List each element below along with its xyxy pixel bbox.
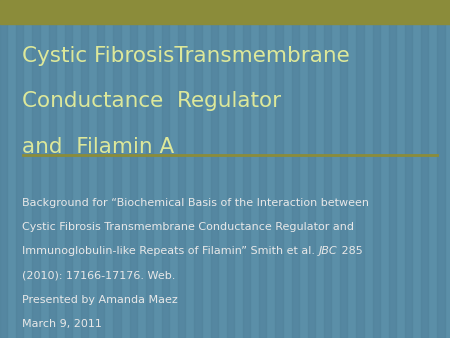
Bar	[194, 0, 202, 338]
Text: Cystic Fibrosis Transmembrane Conductance Regulator and: Cystic Fibrosis Transmembrane Conductanc…	[22, 222, 355, 232]
Bar	[211, 0, 218, 338]
Bar	[292, 0, 299, 338]
Bar	[324, 0, 331, 338]
Text: JBC: JBC	[319, 246, 338, 257]
Bar	[97, 0, 104, 338]
Bar	[130, 0, 137, 338]
Bar	[275, 0, 283, 338]
Bar	[0, 0, 450, 24]
Text: Cystic FibrosisTransmembrane: Cystic FibrosisTransmembrane	[22, 46, 350, 66]
Bar	[308, 0, 315, 338]
Bar	[356, 0, 364, 338]
Bar	[81, 0, 88, 338]
Bar	[146, 0, 153, 338]
Bar	[65, 0, 72, 338]
Bar	[32, 0, 40, 338]
Text: March 9, 2011: March 9, 2011	[22, 319, 103, 330]
Text: and  Filamin A: and Filamin A	[22, 137, 175, 157]
Bar	[437, 0, 445, 338]
Bar	[259, 0, 266, 338]
Bar	[421, 0, 428, 338]
Text: 285: 285	[338, 246, 362, 257]
Bar	[162, 0, 169, 338]
Text: Conductance  Regulator: Conductance Regulator	[22, 91, 282, 111]
Text: Presented by Amanda Maez: Presented by Amanda Maez	[22, 295, 178, 305]
Bar	[113, 0, 121, 338]
Bar	[178, 0, 185, 338]
Bar	[389, 0, 396, 338]
Bar	[16, 0, 23, 338]
Text: Background for “Biochemical Basis of the Interaction between: Background for “Biochemical Basis of the…	[22, 198, 369, 208]
Bar	[405, 0, 412, 338]
Bar	[49, 0, 56, 338]
Bar	[373, 0, 380, 338]
Bar	[0, 0, 7, 338]
Text: (2010): 17166-17176. Web.: (2010): 17166-17176. Web.	[22, 271, 176, 281]
Bar	[227, 0, 234, 338]
Text: Immunoglobulin-like Repeats of Filamin” Smith et al.: Immunoglobulin-like Repeats of Filamin” …	[22, 246, 319, 257]
Bar	[243, 0, 250, 338]
Bar	[340, 0, 347, 338]
